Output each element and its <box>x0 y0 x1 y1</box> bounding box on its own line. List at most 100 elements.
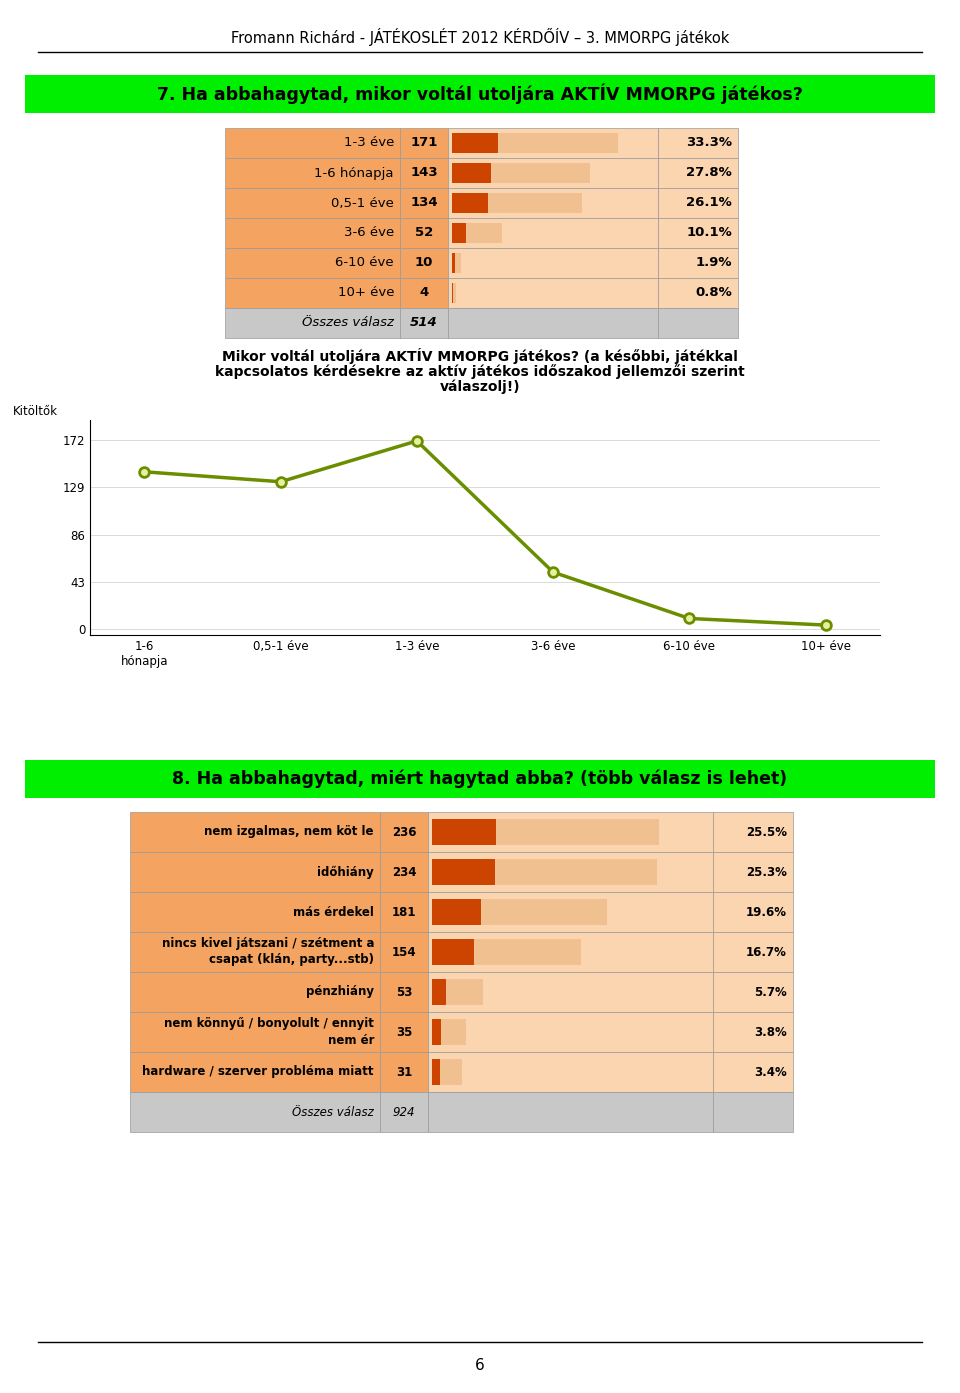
Text: 25.3%: 25.3% <box>746 865 787 879</box>
FancyBboxPatch shape <box>130 1011 380 1052</box>
Text: 5.7%: 5.7% <box>755 985 787 999</box>
Text: Összes válasz: Összes válasz <box>292 1106 374 1119</box>
FancyBboxPatch shape <box>428 1011 713 1052</box>
Text: 1-6 hónapja: 1-6 hónapja <box>315 167 394 180</box>
FancyBboxPatch shape <box>400 217 448 248</box>
FancyBboxPatch shape <box>481 898 607 925</box>
FancyBboxPatch shape <box>466 223 502 242</box>
FancyBboxPatch shape <box>453 283 456 304</box>
FancyBboxPatch shape <box>130 892 380 932</box>
FancyBboxPatch shape <box>441 1059 463 1085</box>
FancyBboxPatch shape <box>225 248 400 279</box>
FancyBboxPatch shape <box>495 819 660 846</box>
Text: nem izgalmas, nem köt le: nem izgalmas, nem köt le <box>204 826 374 839</box>
Text: Fromann Richárd - JÁTÉKOSLÉT 2012 KÉRDŐÍV – 3. MMORPG játékok: Fromann Richárd - JÁTÉKOSLÉT 2012 KÉRDŐÍ… <box>230 28 730 46</box>
FancyBboxPatch shape <box>380 972 428 1011</box>
FancyBboxPatch shape <box>380 892 428 932</box>
Text: 19.6%: 19.6% <box>746 905 787 918</box>
Text: 3-6 éve: 3-6 éve <box>344 227 394 240</box>
FancyBboxPatch shape <box>452 194 489 213</box>
FancyBboxPatch shape <box>452 163 491 182</box>
FancyBboxPatch shape <box>452 283 453 304</box>
Text: pénzhiány: pénzhiány <box>306 985 374 999</box>
Text: 31: 31 <box>396 1066 412 1078</box>
FancyBboxPatch shape <box>713 892 793 932</box>
FancyBboxPatch shape <box>713 972 793 1011</box>
FancyBboxPatch shape <box>658 279 738 308</box>
FancyBboxPatch shape <box>380 932 428 972</box>
Text: 27.8%: 27.8% <box>686 167 732 180</box>
Text: nem ér: nem ér <box>327 1034 374 1046</box>
Text: 1.9%: 1.9% <box>695 256 732 269</box>
Text: 181: 181 <box>392 905 417 918</box>
FancyBboxPatch shape <box>713 932 793 972</box>
Text: 6-10 éve: 6-10 éve <box>335 256 394 269</box>
FancyBboxPatch shape <box>380 1052 428 1092</box>
Text: Összes válasz: Összes válasz <box>302 316 394 330</box>
FancyBboxPatch shape <box>658 248 738 279</box>
Text: 7. Ha abbahagytad, mikor voltál utoljára AKTÍV MMORPG játékos?: 7. Ha abbahagytad, mikor voltál utoljára… <box>157 84 803 104</box>
Text: 53: 53 <box>396 985 412 999</box>
Text: 4: 4 <box>420 287 428 299</box>
FancyBboxPatch shape <box>130 972 380 1011</box>
Text: hardware / szerver probléma miatt: hardware / szerver probléma miatt <box>142 1066 374 1078</box>
Text: 143: 143 <box>410 167 438 180</box>
FancyBboxPatch shape <box>658 188 738 217</box>
FancyBboxPatch shape <box>400 308 448 338</box>
FancyBboxPatch shape <box>713 812 793 853</box>
Text: 234: 234 <box>392 865 417 879</box>
Text: 134: 134 <box>410 196 438 209</box>
FancyBboxPatch shape <box>448 188 658 217</box>
FancyBboxPatch shape <box>452 132 498 153</box>
FancyBboxPatch shape <box>432 898 481 925</box>
FancyBboxPatch shape <box>428 812 713 853</box>
FancyBboxPatch shape <box>130 1092 380 1133</box>
Text: csapat (klán, party...stb): csapat (klán, party...stb) <box>209 953 374 967</box>
FancyBboxPatch shape <box>432 859 495 885</box>
FancyBboxPatch shape <box>428 972 713 1011</box>
Text: 33.3%: 33.3% <box>686 137 732 149</box>
FancyBboxPatch shape <box>432 939 473 965</box>
FancyBboxPatch shape <box>380 853 428 892</box>
FancyBboxPatch shape <box>225 128 400 157</box>
Text: 236: 236 <box>392 826 417 839</box>
FancyBboxPatch shape <box>428 853 713 892</box>
FancyBboxPatch shape <box>428 1092 713 1133</box>
FancyBboxPatch shape <box>495 859 658 885</box>
Text: nincs kivel játszani / szétment a: nincs kivel játszani / szétment a <box>161 937 374 950</box>
FancyBboxPatch shape <box>658 217 738 248</box>
Text: 1-3 éve: 1-3 éve <box>344 137 394 149</box>
Text: 6: 6 <box>475 1358 485 1373</box>
FancyBboxPatch shape <box>400 248 448 279</box>
FancyBboxPatch shape <box>432 1020 442 1045</box>
FancyBboxPatch shape <box>491 163 590 182</box>
FancyBboxPatch shape <box>658 128 738 157</box>
FancyBboxPatch shape <box>713 1052 793 1092</box>
Text: 0,5-1 éve: 0,5-1 éve <box>331 196 394 209</box>
FancyBboxPatch shape <box>225 279 400 308</box>
FancyBboxPatch shape <box>489 194 582 213</box>
FancyBboxPatch shape <box>448 248 658 279</box>
FancyBboxPatch shape <box>225 217 400 248</box>
FancyBboxPatch shape <box>428 1052 713 1092</box>
Text: 35: 35 <box>396 1025 412 1039</box>
FancyBboxPatch shape <box>446 979 483 1004</box>
Text: 154: 154 <box>392 946 417 958</box>
FancyBboxPatch shape <box>225 188 400 217</box>
Text: 10.1%: 10.1% <box>686 227 732 240</box>
Text: 25.5%: 25.5% <box>746 826 787 839</box>
Text: 52: 52 <box>415 227 433 240</box>
Text: 514: 514 <box>410 316 438 330</box>
FancyBboxPatch shape <box>452 223 466 242</box>
Text: más érdekel: más érdekel <box>293 905 374 918</box>
FancyBboxPatch shape <box>225 157 400 188</box>
FancyBboxPatch shape <box>455 254 462 273</box>
Text: 10: 10 <box>415 256 433 269</box>
FancyBboxPatch shape <box>400 157 448 188</box>
Text: Kitöltők: Kitöltők <box>13 405 58 418</box>
Text: 3.4%: 3.4% <box>755 1066 787 1078</box>
FancyBboxPatch shape <box>400 128 448 157</box>
Text: 924: 924 <box>393 1106 416 1119</box>
FancyBboxPatch shape <box>130 853 380 892</box>
FancyBboxPatch shape <box>432 1059 441 1085</box>
